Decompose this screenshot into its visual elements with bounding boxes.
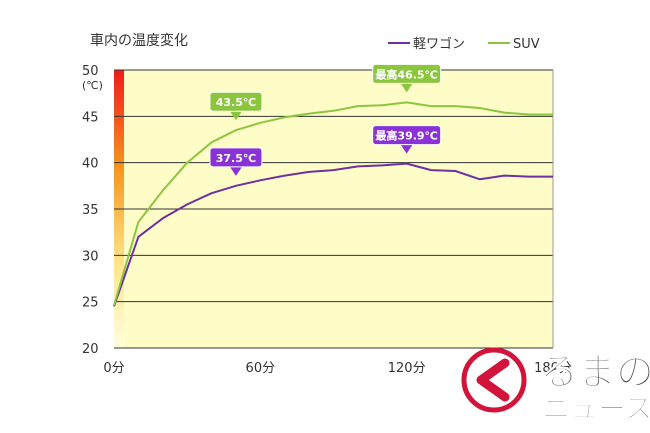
callout-label: 最高39.9℃ <box>375 129 437 143</box>
callout-box <box>209 91 263 112</box>
series-lines <box>113 101 553 307</box>
y-axis-ticks: 20 25 30 35 40 45 50 <box>82 64 99 357</box>
y-tick-label: 45 <box>82 110 99 125</box>
series-line-1 <box>113 101 553 306</box>
callout-2: 37.5℃ <box>209 147 263 176</box>
callout-pointer <box>229 166 242 176</box>
series-line-0 <box>113 162 553 307</box>
y-tick-label: 40 <box>82 157 99 172</box>
callout-pointer <box>229 111 242 121</box>
x-tick-label: 180分 <box>534 361 572 376</box>
callout-1: 最高46.5℃ <box>372 63 442 93</box>
legend-label-kei-wagon: 軽ワゴン <box>413 36 465 52</box>
callouts: 43.5℃ 最高46.5℃ 37.5℃ 最高39.9℃ <box>209 63 442 176</box>
callout-box <box>372 125 442 146</box>
callout-3: 最高39.9℃ <box>372 125 442 154</box>
x-axis-ticks: 0分 60分 120分 180分 <box>103 361 572 376</box>
y-tick-label: 30 <box>82 249 99 264</box>
callout-box <box>209 147 263 168</box>
callout-pointer <box>400 144 413 154</box>
y-tick-label: 50 <box>82 64 99 79</box>
chart-title: 車内の温度変化 <box>90 32 188 49</box>
callout-label: 43.5℃ <box>216 96 256 109</box>
y-tick-label: 35 <box>82 203 99 218</box>
legend: 軽ワゴン SUV <box>388 36 540 52</box>
y-tick-label: 25 <box>82 296 99 311</box>
callout-0: 43.5℃ <box>209 91 263 121</box>
callout-label: 最高46.5℃ <box>375 67 437 81</box>
y-unit-label: (℃) <box>82 79 103 92</box>
x-tick-label: 0分 <box>103 361 124 376</box>
callout-label: 37.5℃ <box>216 152 256 165</box>
x-tick-label: 60分 <box>246 361 276 376</box>
x-tick-label: 120分 <box>388 361 426 376</box>
y-tick-label: 20 <box>82 342 99 357</box>
callout-pointer <box>400 83 413 93</box>
legend-label-suv: SUV <box>513 37 540 52</box>
callout-box <box>372 63 442 84</box>
